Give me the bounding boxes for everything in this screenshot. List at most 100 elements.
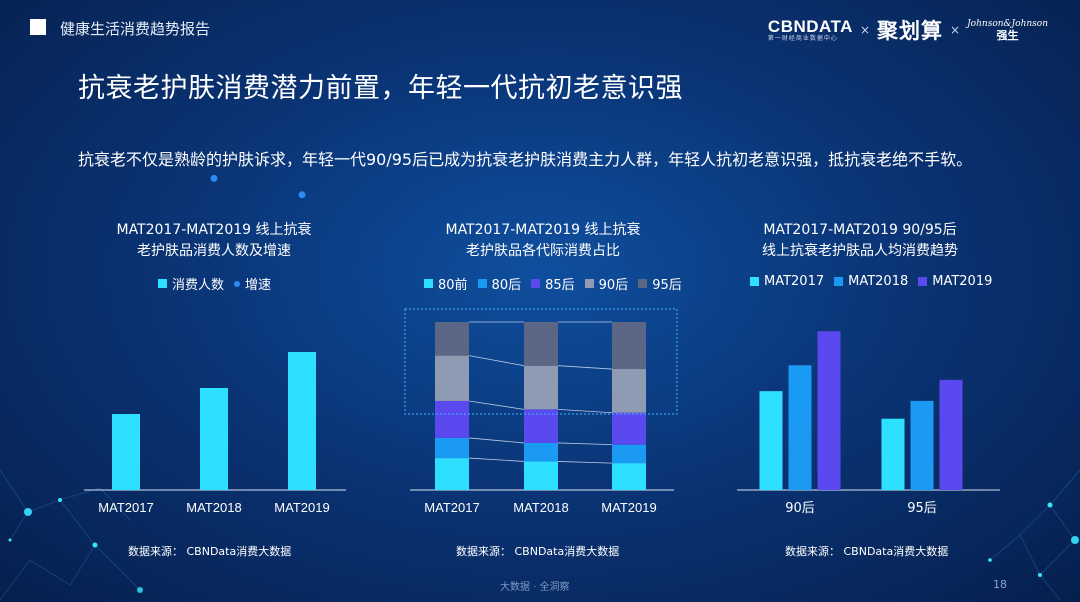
legend-label: 80前 [438, 278, 468, 293]
chart1-source: 数据来源： CBNData消费大数据 [128, 545, 292, 558]
slide-description: 抗衰老不仅是熟龄的护肤诉求，年轻一代90/95后已成为抗衰老护肤消费主力人群，年… [78, 150, 973, 169]
legend-label: MAT2018 [848, 274, 909, 289]
legend-label: MAT2017 [764, 274, 825, 289]
chart2-stack-segment [435, 322, 469, 356]
chart2-legend-item: 80前 [424, 274, 468, 293]
chart3-legend-item: MAT2019 [918, 274, 992, 289]
chart3-x-tick-label: 95后 [907, 501, 937, 516]
chart2-connector-line [468, 355, 525, 367]
chart1-bar [200, 388, 228, 490]
chart2-connector-line [557, 365, 613, 370]
chart3-bar [910, 400, 934, 490]
chart2-stack-segment [612, 444, 646, 464]
legend-square-icon [638, 279, 648, 288]
chart2-stack-segment [435, 400, 469, 438]
chart2-stack-segment [612, 412, 646, 445]
footer-text: 大数据 · 全洞察 [500, 582, 570, 593]
legend-square-icon [584, 279, 594, 288]
chart1-legend-item: 消费人数 [158, 274, 224, 293]
chart2-legend-item: 80后 [477, 274, 522, 293]
chart2-title-line1: MAT2017-MAT2019 线上抗衰 [445, 222, 641, 238]
legend-label: 80后 [491, 278, 522, 293]
legend-label: 消费人数 [172, 278, 225, 293]
legend-square-icon [531, 279, 541, 288]
chart1-legend-item: 增速 [234, 274, 271, 293]
chart3-source: 数据来源： CBNData消费大数据 [785, 545, 949, 558]
chart3-bar [759, 391, 783, 490]
legend-dot-icon [234, 280, 241, 287]
chart1-title-line1: MAT2017-MAT2019 线上抗衰 [116, 222, 312, 238]
chart2-legend-item: 85后 [531, 274, 575, 293]
chart3-bar [817, 331, 841, 490]
chart2-legend-item: 90后 [584, 274, 629, 293]
report-title: 健康生活消费趋势报告 [60, 20, 211, 38]
chart2-connector-line [468, 400, 525, 410]
logo-separator: × [859, 23, 871, 37]
chart2-stack-segment [612, 463, 646, 490]
chart2-connector-line [468, 457, 525, 462]
legend-square-icon [834, 277, 844, 286]
chart3-legend-item: MAT2017 [750, 274, 824, 289]
chart2-title: MAT2017-MAT2019 线上抗衰 老护肤品各代际消费占比 [413, 220, 673, 262]
chart2-stack-segment [524, 461, 558, 490]
legend-square-icon [477, 279, 487, 288]
chart2-stack-segment [524, 322, 558, 366]
johnson-logo-cn: 强生 [996, 28, 1019, 42]
chart2-connector-line [468, 437, 525, 444]
chart1-bar [288, 352, 316, 490]
logo-separator: × [950, 23, 961, 37]
chart3-bar [881, 418, 905, 490]
chart2-x-tick-label: MAT2018 [513, 500, 568, 515]
legend-label: MAT2019 [932, 274, 993, 289]
chart1-title-line2: 老护肤品消费人数及增速 [137, 243, 291, 259]
chart1-x-tick-label: MAT2018 [186, 500, 241, 515]
chart2-x-tick-label: MAT2017 [424, 500, 479, 515]
chart2-highlight-box [404, 308, 678, 415]
page-number: 18 [993, 578, 1007, 591]
chart3-legend: MAT2017 MAT2018 MAT2019 [750, 274, 992, 289]
johnson-logo: Johnson&Johnson 强生 [967, 19, 1048, 42]
johnson-logo-script: Johnson&Johnson [967, 18, 1048, 29]
legend-label: 95后 [652, 278, 682, 293]
header-square-icon [30, 19, 46, 35]
chart2-stack-segment [524, 442, 558, 462]
chart2-stack-segment [435, 355, 469, 401]
chart2-stack-segment [524, 409, 558, 443]
chart2-legend-item: 95后 [638, 274, 682, 293]
slide-title: 抗衰老护肤消费潜力前置，年轻一代抗初老意识强 [78, 73, 683, 104]
legend-square-icon [424, 279, 433, 288]
chart2-stack-segment [612, 369, 646, 413]
chart3-x-tick-label: 90后 [785, 501, 815, 516]
chart2-source: 数据来源： CBNData消费大数据 [456, 545, 620, 558]
chart3-title: MAT2017-MAT2019 90/95后 线上抗衰老护肤品人均消费趋势 [730, 220, 990, 262]
chart3-title-line2: 线上抗衰老护肤品人均消费趋势 [762, 243, 958, 259]
chart2-x-tick-label: MAT2019 [601, 500, 656, 515]
chart1-x-tick-label: MAT2017 [98, 500, 153, 515]
chart1-growth-dot [298, 191, 306, 199]
chart1-bar [112, 414, 140, 490]
chart1-x-tick-label: MAT2019 [274, 500, 329, 515]
legend-square-icon [918, 277, 928, 286]
chart3-bar [939, 379, 963, 490]
chart3-title-line1: MAT2017-MAT2019 90/95后 [763, 222, 957, 238]
chart2-stack-segment [435, 437, 469, 459]
cbndata-logo-text: CBNDATA [767, 16, 853, 36]
cbndata-logo-subtext: 第一财经商业数据中心 [767, 34, 838, 42]
chart2-stack-segment [524, 365, 558, 410]
chart2-connector-line [557, 442, 613, 446]
chart2-legend: 80前 80后 85后 90后 95后 [424, 274, 682, 293]
legend-label: 90后 [598, 278, 629, 293]
legend-label: 85后 [545, 278, 575, 293]
chart3-bar [788, 365, 812, 490]
chart2-stack-segment [435, 458, 469, 490]
juhuasuan-logo: 聚划算 [877, 19, 944, 43]
chart2-connector-line [557, 408, 613, 414]
chart2-connector-line [557, 461, 613, 464]
legend-label: 增速 [245, 278, 272, 293]
partner-logos: CBNDATA 第一财经商业数据中心 × 聚划算 × Johnson&Johns… [768, 14, 1048, 46]
chart1-growth-dot [210, 174, 218, 182]
chart3-legend-item: MAT2018 [834, 274, 908, 289]
chart2-stack-segment [612, 322, 646, 370]
